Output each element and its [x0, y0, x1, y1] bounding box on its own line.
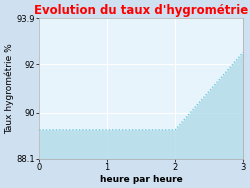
Y-axis label: Taux hygrométrie %: Taux hygrométrie % [4, 43, 14, 134]
X-axis label: heure par heure: heure par heure [100, 175, 182, 184]
Title: Evolution du taux d'hygrométrie: Evolution du taux d'hygrométrie [34, 4, 248, 17]
